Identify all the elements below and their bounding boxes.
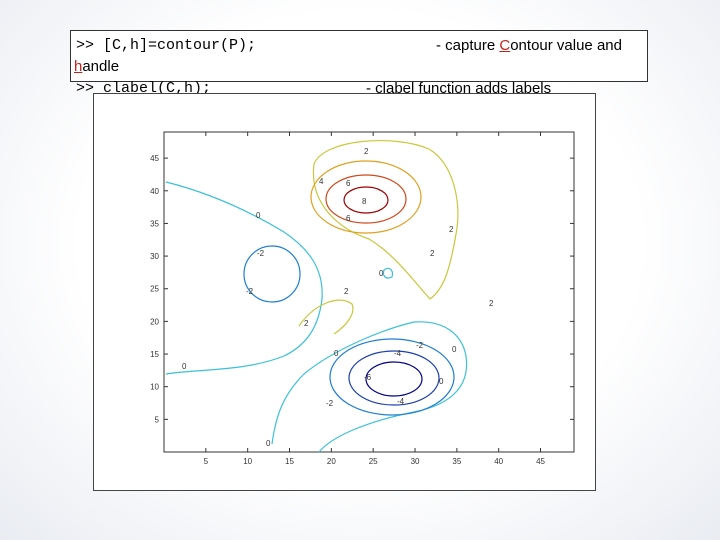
x-tick-label: 5 xyxy=(204,457,209,466)
contour-label: 0 xyxy=(452,345,457,354)
y-tick-label: 20 xyxy=(150,317,159,326)
comment-capture-contour: - capture Contour value and xyxy=(436,37,622,55)
comment-accent-letter: C xyxy=(499,37,511,54)
x-tick-label: 45 xyxy=(536,457,545,466)
x-tick-label: 35 xyxy=(452,457,461,466)
contour-line xyxy=(348,350,440,406)
contour-label: 2 xyxy=(430,249,435,258)
code-line-clabel: >> clabel(C,h); xyxy=(76,80,212,94)
contour-line xyxy=(325,174,407,224)
contour-label: 0 xyxy=(379,269,384,278)
contour-line xyxy=(271,321,468,453)
y-tick-label: 45 xyxy=(150,154,159,163)
contour-label: -4 xyxy=(397,397,405,406)
contour-line xyxy=(329,338,455,416)
contour-label: 6 xyxy=(346,179,351,188)
contour-label: 2 xyxy=(449,225,454,234)
x-tick-label: 25 xyxy=(369,457,378,466)
contour-labels: 2 4 6 8 6 0 -2 -2 2 0 2 2 2 2 0 -4 -2 -6… xyxy=(182,147,494,448)
handle-suffix: andle xyxy=(82,58,120,75)
x-tick-label: 40 xyxy=(494,457,503,466)
contour-label: 0 xyxy=(256,211,261,220)
contour-label: -6 xyxy=(364,373,372,382)
code-text-box xyxy=(70,30,648,82)
figure-window: 5 10 15 20 25 30 35 40 45 5 10 15 20 25 30 35 40 45 2 4 6… xyxy=(93,93,596,491)
contour-label: -2 xyxy=(326,399,334,408)
y-tick-label: 10 xyxy=(150,383,159,392)
contour-label: -2 xyxy=(246,287,254,296)
contour-label: 0 xyxy=(334,349,339,358)
y-tick-label: 5 xyxy=(155,415,160,424)
comment-prefix: - capture xyxy=(436,37,500,54)
contour-label: 2 xyxy=(304,319,309,328)
comment-suffix: ontour value and xyxy=(510,37,622,54)
contour-line xyxy=(165,181,323,375)
contour-line xyxy=(343,186,389,214)
y-tick-label: 25 xyxy=(150,285,159,294)
contour-line xyxy=(382,267,394,279)
x-tick-label: 20 xyxy=(327,457,336,466)
contour-label: 2 xyxy=(344,287,349,296)
contour-label: -4 xyxy=(394,349,402,358)
contour-line xyxy=(298,299,354,335)
comment-clabel: - clabel function adds labels xyxy=(366,80,552,94)
contour-label: -2 xyxy=(416,341,424,350)
plot-axes-frame xyxy=(163,131,575,453)
y-tick-label: 35 xyxy=(150,219,159,228)
contour-label: 0 xyxy=(182,362,187,371)
contour-label: 2 xyxy=(364,147,369,156)
contour-label: 0 xyxy=(439,377,444,386)
y-tick-label: 15 xyxy=(150,350,159,359)
contour-label: 8 xyxy=(362,197,367,206)
contour-line xyxy=(365,361,423,397)
contour-label: -2 xyxy=(257,249,265,258)
x-tick-label: 10 xyxy=(243,457,252,466)
x-tick-label: 15 xyxy=(285,457,294,466)
handle-accent-letter: h xyxy=(74,58,83,75)
contour-line xyxy=(243,245,301,303)
contour-line xyxy=(312,140,459,300)
code-line-handle: handle xyxy=(74,58,119,76)
code-line-contour: >> [C,h]=contour(P); xyxy=(76,37,257,54)
contour-line xyxy=(310,160,422,234)
contour-label: 4 xyxy=(319,177,324,186)
contour-lines xyxy=(165,140,468,453)
contour-label: 6 xyxy=(346,214,351,223)
contour-label: 2 xyxy=(489,299,494,308)
y-tick-label: 30 xyxy=(150,252,159,261)
code-text-area: >> [C,h]=contour(P); - capture Contour v… xyxy=(70,30,648,94)
y-tick-label: 40 xyxy=(150,187,159,196)
contour-label: 0 xyxy=(266,439,271,448)
x-tick-label: 30 xyxy=(411,457,420,466)
